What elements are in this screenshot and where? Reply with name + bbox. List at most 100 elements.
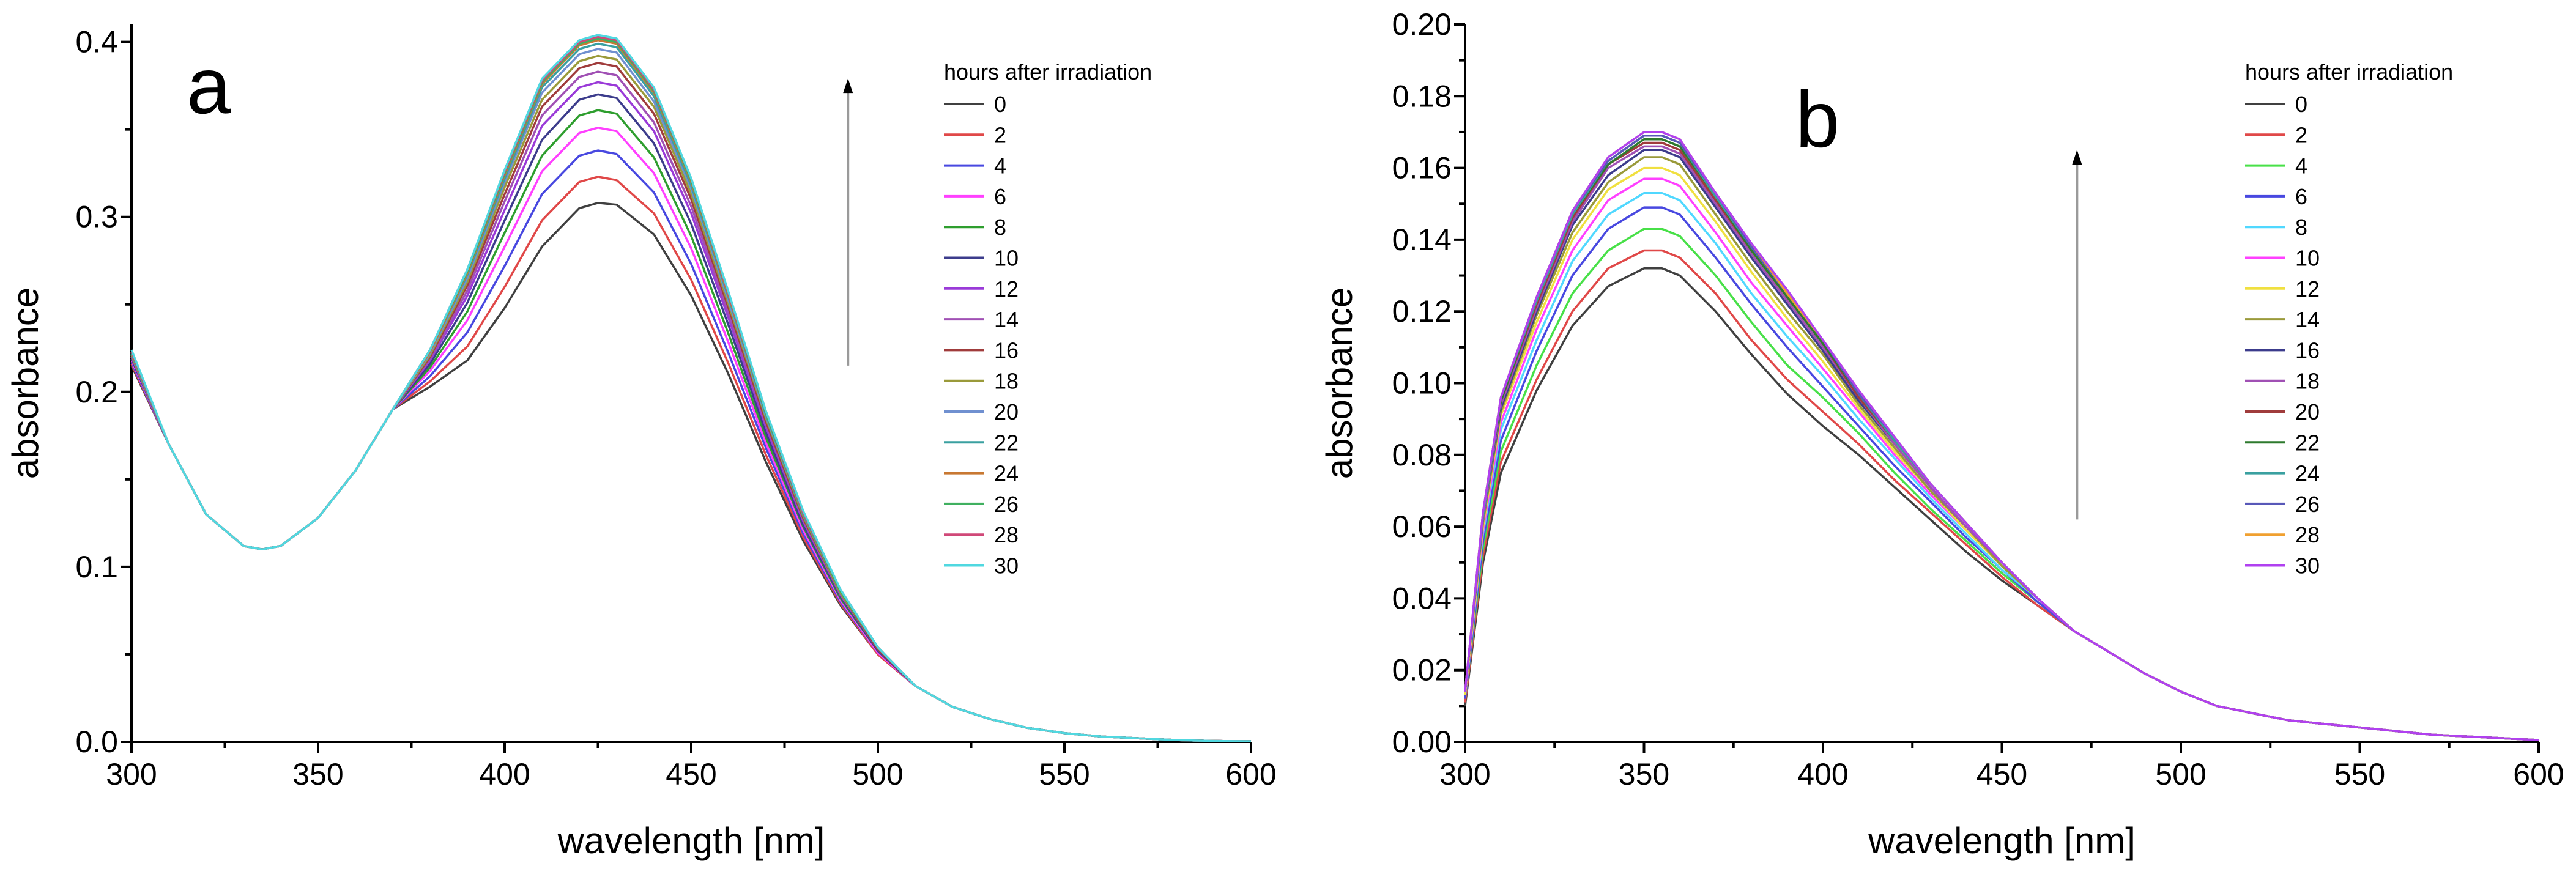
series-line-b-6 <box>1464 206 2539 741</box>
x-tick-label-a: 600 <box>1225 757 1276 791</box>
series-line-b-8 <box>1464 191 2539 741</box>
series-line-a-28 <box>130 35 1252 742</box>
series-line-a-16 <box>130 62 1252 742</box>
series-line-a-6 <box>130 127 1252 742</box>
series-line-b-4 <box>1464 228 2539 741</box>
x-tick-label-b: 550 <box>2334 757 2385 791</box>
legend-label-b-20: 20 <box>2295 399 2320 424</box>
x-tick-label-a: 500 <box>852 757 903 791</box>
legend-label-a-14: 14 <box>994 307 1019 332</box>
legend-label-a-10: 10 <box>994 246 1019 271</box>
y-tick-label-a: 0.2 <box>75 375 118 409</box>
y-tick-label-b: 0.00 <box>1392 725 1452 759</box>
x-tick-label-b: 500 <box>2155 757 2206 791</box>
series-line-b-20 <box>1464 141 2539 741</box>
x-tick-label-a: 300 <box>106 757 157 791</box>
legend-title-a: hours after irradiation <box>944 59 1152 84</box>
legend-label-a-12: 12 <box>994 276 1019 302</box>
legend-label-a-18: 18 <box>994 369 1019 394</box>
legend-label-a-28: 28 <box>994 522 1019 547</box>
x-axis-title-a: wavelength [nm] <box>557 820 825 861</box>
series-line-a-24 <box>130 39 1252 742</box>
legend-label-a-6: 6 <box>994 184 1006 209</box>
y-tick-label-b: 0.14 <box>1392 223 1452 257</box>
x-tick-label-b: 350 <box>1619 757 1669 791</box>
x-tick-label-a: 550 <box>1039 757 1089 791</box>
panel-label-b: b <box>1795 75 1839 164</box>
series-line-b-10 <box>1464 177 2539 741</box>
y-axis-title-a: absorbance <box>5 287 46 479</box>
series-line-b-28 <box>1464 131 2539 741</box>
y-tick-label-a: 0.0 <box>75 725 118 759</box>
legend-label-b-28: 28 <box>2295 522 2320 547</box>
legend-label-b-8: 8 <box>2295 215 2307 240</box>
series-line-b-18 <box>1464 145 2539 741</box>
series-line-a-22 <box>130 42 1252 742</box>
legend-label-a-20: 20 <box>994 399 1019 424</box>
legend-label-b-16: 16 <box>2295 338 2320 363</box>
series-line-b-24 <box>1464 135 2539 741</box>
x-axis-title-b: wavelength [nm] <box>1868 820 2136 861</box>
y-tick-label-b: 0.20 <box>1392 7 1452 42</box>
series-line-b-22 <box>1464 138 2539 741</box>
trend-arrow-head-b <box>2072 150 2082 165</box>
series-line-b-26 <box>1464 135 2539 741</box>
legend-label-b-24: 24 <box>2295 461 2320 486</box>
chart-panel-a: a wavelength [nm] absorbance hours after… <box>5 24 1277 861</box>
legend-label-a-22: 22 <box>994 430 1019 455</box>
x-tick-label-a: 400 <box>479 757 530 791</box>
legend-label-a-26: 26 <box>994 492 1019 517</box>
series-line-b-12 <box>1464 166 2539 741</box>
legend-label-a-30: 30 <box>994 553 1019 579</box>
legend-label-a-24: 24 <box>994 461 1019 486</box>
x-tick-label-a: 450 <box>666 757 716 791</box>
legend-label-b-4: 4 <box>2295 154 2307 179</box>
x-tick-label-b: 600 <box>2513 757 2564 791</box>
legend-label-b-30: 30 <box>2295 553 2320 579</box>
series-line-a-18 <box>130 54 1252 742</box>
y-tick-label-b: 0.06 <box>1392 509 1452 544</box>
series-line-a-14 <box>130 70 1252 742</box>
series-line-a-0 <box>130 202 1252 742</box>
series-line-b-30 <box>1464 131 2539 741</box>
axes-frame-b <box>1464 24 2539 743</box>
y-tick-label-a: 0.4 <box>75 25 118 59</box>
y-tick-label-a: 0.1 <box>75 550 118 584</box>
legend-label-a-0: 0 <box>994 92 1006 117</box>
x-tick-label-a: 350 <box>292 757 343 791</box>
series-line-a-20 <box>130 48 1252 742</box>
x-tick-label-b: 450 <box>1977 757 2027 791</box>
legend-label-a-4: 4 <box>994 154 1006 179</box>
trend-arrow-head-a <box>843 78 853 94</box>
legend-label-b-26: 26 <box>2295 492 2320 517</box>
y-axis-title-b: absorbance <box>1319 287 1360 479</box>
legend-label-b-10: 10 <box>2295 246 2320 271</box>
legend-title-b: hours after irradiation <box>2245 59 2453 84</box>
axes-frame-a <box>130 24 1251 743</box>
y-tick-label-b: 0.16 <box>1392 151 1452 185</box>
legend-label-a-8: 8 <box>994 215 1006 240</box>
legend-label-b-14: 14 <box>2295 307 2320 332</box>
y-tick-label-b: 0.18 <box>1392 79 1452 113</box>
y-tick-label-b: 0.10 <box>1392 366 1452 401</box>
x-tick-label-b: 400 <box>1797 757 1848 791</box>
legend-label-a-16: 16 <box>994 338 1019 363</box>
x-tick-label-b: 300 <box>1439 757 1490 791</box>
series-line-a-30 <box>130 34 1252 742</box>
chart-panel-b: b wavelength [nm] absorbance hours after… <box>1319 7 2564 861</box>
series-line-a-26 <box>130 37 1252 742</box>
series-line-b-2 <box>1464 249 2539 741</box>
series-line-a-2 <box>130 176 1252 742</box>
y-tick-label-b: 0.04 <box>1392 581 1452 615</box>
legend-label-b-2: 2 <box>2295 122 2307 147</box>
series-line-b-14 <box>1464 156 2539 741</box>
y-tick-label-a: 0.3 <box>75 200 118 234</box>
panel-label-a: a <box>187 41 231 130</box>
legend-label-b-12: 12 <box>2295 276 2320 302</box>
y-tick-label-b: 0.02 <box>1392 653 1452 687</box>
y-tick-label-b: 0.08 <box>1392 438 1452 472</box>
legend-label-b-22: 22 <box>2295 430 2320 455</box>
legend-label-a-2: 2 <box>994 122 1006 147</box>
y-tick-label-b: 0.12 <box>1392 294 1452 328</box>
